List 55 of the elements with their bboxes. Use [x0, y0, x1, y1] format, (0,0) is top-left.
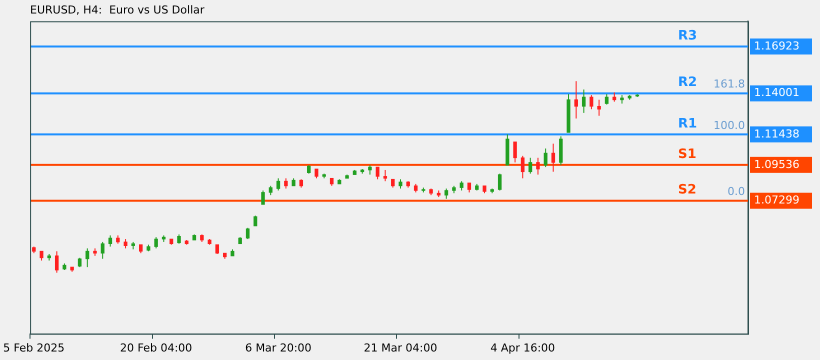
candlestick [54, 250, 59, 274]
candlestick [284, 178, 288, 190]
y-tick-label: 1.11438 [754, 127, 800, 140]
x-tick-label: 21 Mar 04:00 [364, 341, 438, 354]
candlestick [154, 236, 158, 249]
candlestick [383, 169, 388, 182]
x-tick-label: 5 Feb 2025 [3, 341, 65, 354]
ref-line-label: R2 [678, 75, 698, 90]
candlestick [124, 238, 128, 249]
candlestick [254, 215, 258, 226]
candlestick [215, 244, 220, 254]
x-tick-label: 4 Apr 16:00 [490, 341, 556, 354]
y-tick-label: 1.07299 [754, 194, 800, 207]
x-tick-label: 6 Mar 20:00 [245, 341, 312, 354]
candlestick [100, 241, 104, 260]
candlestick [108, 234, 112, 248]
candlestick [78, 257, 82, 268]
chart-title: EURUSD, H4: Euro vs US Dollar [30, 3, 205, 16]
candlestick [276, 178, 280, 191]
candlestick [551, 143, 556, 172]
candlestick [40, 250, 44, 262]
candlestick [498, 173, 502, 191]
y-tick-label: 1.09536 [754, 158, 800, 171]
candlestick [376, 166, 380, 180]
candlestick [604, 94, 609, 106]
candlestick [520, 155, 525, 179]
ref-line-label: R1 [678, 116, 698, 132]
candlestick [398, 178, 402, 190]
annotation: 100.0 [714, 118, 745, 132]
candlestick [582, 88, 586, 114]
x-tick-label: 20 Feb 04:00 [120, 341, 192, 354]
candlestick [467, 182, 472, 193]
candlestick [177, 234, 181, 244]
candlestick [444, 188, 448, 200]
ref-line-label: S2 [678, 182, 696, 198]
candlestick [597, 99, 601, 116]
candlestick [513, 141, 517, 163]
candlestick [261, 190, 265, 205]
candlestick [544, 148, 548, 168]
candlestick [536, 157, 540, 176]
annotation: 0.0 [728, 185, 745, 198]
candlestick [460, 180, 464, 191]
candlestick [314, 168, 318, 179]
candlestick [246, 227, 250, 240]
y-tick-label: 1.16923 [754, 39, 800, 52]
candlestick [528, 157, 532, 174]
candlestick [86, 248, 90, 268]
candlestick [612, 92, 616, 102]
y-tick-label: 1.14001 [754, 86, 800, 100]
ref-line-label: R3 [678, 28, 698, 44]
candlestick [574, 80, 578, 120]
candlestick [368, 164, 372, 176]
ref-line-label: S1 [678, 146, 696, 162]
annotation: 161.8 [714, 78, 745, 91]
candlestick [590, 94, 594, 110]
